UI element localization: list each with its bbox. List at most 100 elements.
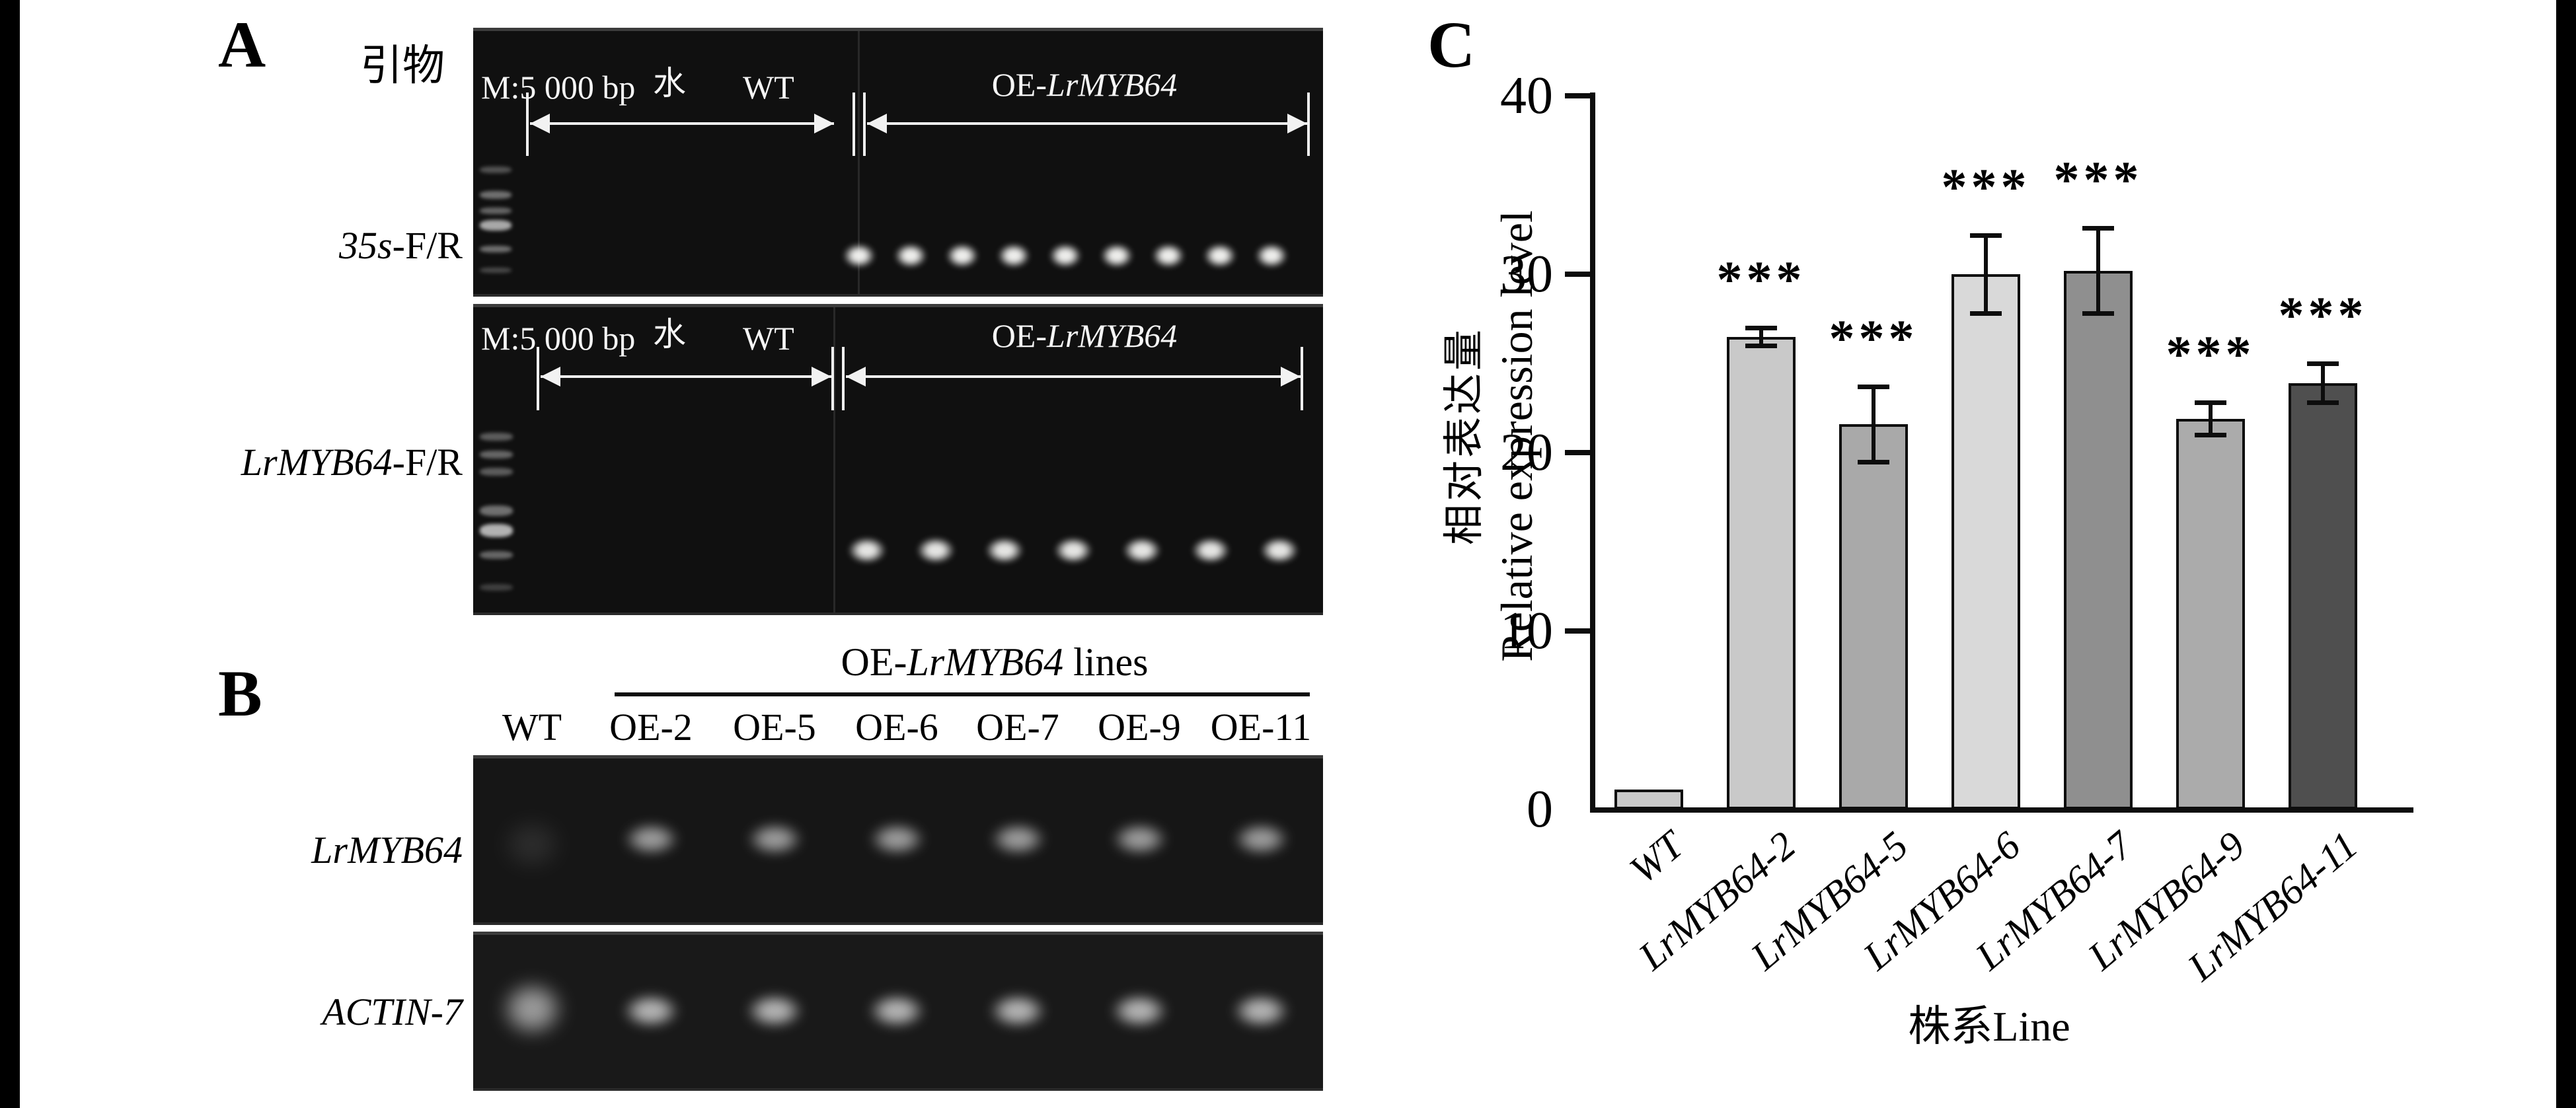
error-bar-cap-top bbox=[2195, 400, 2226, 406]
oe-prefix: OE- bbox=[991, 317, 1047, 354]
gel-image-lrmyb64-fr: M:5 000 bp 水 WT OE-LrMYB64 bbox=[473, 304, 1323, 615]
lane-label-oe-6: OE-6 bbox=[855, 706, 938, 749]
dna-band bbox=[489, 808, 575, 881]
dna-band bbox=[612, 987, 690, 1035]
bar-LrMYB64-9 bbox=[2176, 418, 2245, 809]
error-bar-stem bbox=[1759, 328, 1763, 346]
dna-band bbox=[979, 817, 1056, 862]
error-bar-cap-bottom bbox=[2195, 433, 2226, 437]
error-bar-cap-top bbox=[1745, 326, 1777, 330]
error-bar-cap-top bbox=[1970, 233, 2002, 238]
error-bar-stem bbox=[2209, 402, 2213, 435]
x-axis-title: 株系Line bbox=[1908, 1003, 2070, 1050]
dna-band bbox=[1047, 533, 1099, 568]
dna-band bbox=[1147, 239, 1190, 272]
dna-band bbox=[858, 817, 935, 862]
row-label-lrmyb64-fr: LrMYB64-F/R bbox=[241, 441, 463, 484]
dna-band bbox=[1222, 987, 1300, 1035]
error-bar-cap-bottom bbox=[1745, 344, 1777, 348]
ladder-rung bbox=[480, 268, 511, 273]
error-bar-cap-top bbox=[2082, 225, 2114, 231]
significance-stars: *** bbox=[2278, 286, 2368, 344]
y-axis-line bbox=[1590, 92, 1595, 813]
dna-band bbox=[1254, 533, 1305, 568]
bar-LrMYB64-7 bbox=[2064, 270, 2133, 809]
dna-band bbox=[1198, 239, 1242, 272]
row-label-lrmyb64: LrMYB64 bbox=[311, 829, 463, 871]
error-bar-cap-bottom bbox=[2307, 400, 2339, 406]
y-tick-30 bbox=[1565, 272, 1591, 277]
error-bar-cap-bottom bbox=[2082, 311, 2114, 316]
oe-gene: LrMYB64 bbox=[1047, 317, 1178, 354]
dna-band bbox=[1101, 817, 1178, 862]
gel-seam bbox=[858, 31, 860, 294]
lane-label-oe-2: OE-2 bbox=[609, 706, 693, 749]
significance-stars: *** bbox=[1941, 157, 2031, 215]
significance-stars: *** bbox=[2053, 150, 2143, 208]
row-label-actin7: ACTIN-7 bbox=[322, 990, 463, 1033]
left-black-edge bbox=[0, 0, 20, 1108]
dna-band bbox=[1116, 533, 1168, 568]
dna-band bbox=[736, 817, 813, 862]
error-bar-cap-bottom bbox=[1970, 311, 2002, 316]
significance-stars: *** bbox=[1716, 250, 1806, 308]
panel-a-label: A bbox=[218, 8, 266, 81]
bar-LrMYB64-11 bbox=[2289, 383, 2357, 809]
bar-LrMYB64-6 bbox=[1951, 274, 2020, 809]
ladder-rung bbox=[480, 451, 513, 459]
error-bar-stem bbox=[1872, 387, 1875, 462]
ladder-rung bbox=[480, 246, 511, 252]
gel-wt-label: WT bbox=[743, 69, 794, 106]
x-axis-line bbox=[1590, 807, 2413, 813]
y-tick-label-10: 10 bbox=[1500, 602, 1553, 660]
gel-marker-label: M:5 000 bp bbox=[481, 320, 636, 357]
gel-seam bbox=[833, 307, 835, 612]
oe-lines-header: OE-LrMYB64 lines bbox=[841, 640, 1149, 684]
dna-band bbox=[1095, 239, 1139, 272]
dna-band bbox=[736, 987, 814, 1035]
gel-oe-label: OE-LrMYB64 bbox=[870, 68, 1299, 101]
lane-label-oe-11: OE-11 bbox=[1210, 706, 1312, 749]
dna-band bbox=[858, 987, 936, 1035]
lane-label-oe-9: OE-9 bbox=[1098, 706, 1181, 749]
ladder-rung bbox=[480, 191, 511, 199]
ladder-rung bbox=[480, 524, 513, 537]
y-tick-10 bbox=[1565, 628, 1591, 634]
dna-band bbox=[613, 817, 689, 862]
y-tick-40 bbox=[1565, 93, 1591, 98]
ladder-rung bbox=[480, 220, 511, 231]
row-label-35s: 35s-F/R bbox=[339, 224, 463, 267]
right-black-edge bbox=[2556, 0, 2576, 1108]
bar-LrMYB64-2 bbox=[1727, 336, 1796, 809]
dna-band bbox=[1043, 239, 1087, 272]
bar-LrMYB64-5 bbox=[1839, 424, 1908, 809]
gel-water-label: 水 bbox=[653, 65, 686, 102]
error-bar-stem bbox=[2096, 227, 2100, 314]
dna-band bbox=[889, 239, 932, 272]
error-bar-stem bbox=[2321, 363, 2325, 403]
gel-image-actin7 bbox=[473, 932, 1323, 1091]
ladder-rung bbox=[480, 505, 513, 516]
significance-stars: *** bbox=[2166, 325, 2255, 383]
ladder-rung bbox=[480, 584, 513, 591]
gel-wt-label: WT bbox=[743, 320, 794, 357]
oe-prefix: OE- bbox=[991, 66, 1047, 103]
dna-band bbox=[1100, 987, 1178, 1035]
oe-gene: LrMYB64 bbox=[1047, 66, 1178, 103]
lane-label-oe-7: OE-7 bbox=[976, 706, 1059, 749]
primers-label: 引物 bbox=[360, 42, 445, 89]
dna-band bbox=[487, 969, 577, 1049]
y-tick-label-0: 0 bbox=[1527, 780, 1553, 838]
gel-image-35s: M:5 000 bp 水 WT OE-LrMYB64 bbox=[473, 28, 1323, 297]
ladder-rung bbox=[480, 166, 511, 173]
error-bar-cap-top bbox=[1858, 385, 1889, 390]
y-tick-label-20: 20 bbox=[1500, 424, 1553, 482]
x-tick-label-WT: WT bbox=[1621, 823, 1692, 892]
error-bar-cap-top bbox=[2307, 361, 2339, 366]
gel-image-lrmyb64-rt bbox=[473, 755, 1323, 925]
lane-label-oe-5: OE-5 bbox=[733, 706, 816, 749]
dna-band bbox=[910, 533, 962, 568]
bar-WT bbox=[1614, 790, 1683, 809]
ladder-rung bbox=[480, 433, 513, 441]
